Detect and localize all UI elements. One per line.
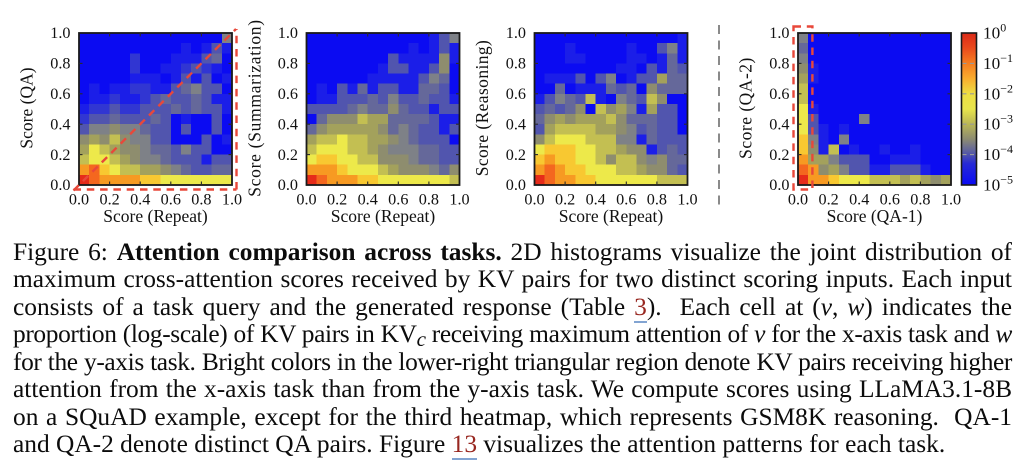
svg-text:0.8: 0.8 xyxy=(647,191,667,209)
svg-text:0.2: 0.2 xyxy=(327,191,347,209)
svg-text:0.4: 0.4 xyxy=(278,115,298,133)
svg-text:0.8: 0.8 xyxy=(910,191,930,209)
svg-text:0.6: 0.6 xyxy=(769,85,789,103)
svg-text:1.0: 1.0 xyxy=(677,191,697,209)
svg-text:0.2: 0.2 xyxy=(99,191,119,209)
svg-text:0.4: 0.4 xyxy=(130,191,150,209)
svg-text:1.0: 1.0 xyxy=(222,191,242,209)
svg-text:Score (Repeat): Score (Repeat) xyxy=(103,206,208,226)
svg-text:1.0: 1.0 xyxy=(449,191,469,209)
svg-text:10−4: 10−4 xyxy=(983,142,1013,164)
svg-text:Score (Reasoning): Score (Reasoning) xyxy=(472,40,492,177)
svg-text:1.0: 1.0 xyxy=(769,24,789,42)
svg-text:0.0: 0.0 xyxy=(296,191,316,209)
svg-text:0.4: 0.4 xyxy=(849,191,869,209)
svg-text:1.0: 1.0 xyxy=(50,24,70,42)
svg-text:0.0: 0.0 xyxy=(506,176,526,194)
svg-text:10−5: 10−5 xyxy=(983,173,1013,195)
svg-text:0.6: 0.6 xyxy=(880,191,900,209)
svg-text:0.4: 0.4 xyxy=(586,191,606,209)
svg-text:0.6: 0.6 xyxy=(50,85,70,103)
svg-text:0.8: 0.8 xyxy=(191,191,211,209)
svg-text:0.2: 0.2 xyxy=(555,191,575,209)
svg-text:0.6: 0.6 xyxy=(278,85,298,103)
svg-text:0.8: 0.8 xyxy=(278,55,298,73)
svg-text:1.0: 1.0 xyxy=(941,191,961,209)
svg-text:0.6: 0.6 xyxy=(616,191,636,209)
svg-text:0.0: 0.0 xyxy=(69,191,89,209)
svg-text:Score (QA-1): Score (QA-1) xyxy=(827,206,923,226)
svg-text:1.0: 1.0 xyxy=(506,24,526,42)
svg-text:Score (Repeat): Score (Repeat) xyxy=(559,206,664,226)
svg-text:0.2: 0.2 xyxy=(506,146,526,164)
svg-text:10−2: 10−2 xyxy=(983,81,1013,103)
svg-text:1.0: 1.0 xyxy=(278,24,298,42)
svg-text:0.2: 0.2 xyxy=(278,146,298,164)
svg-text:0.8: 0.8 xyxy=(506,55,526,73)
svg-text:0.0: 0.0 xyxy=(769,176,789,194)
svg-text:Score (Repeat): Score (Repeat) xyxy=(331,206,436,226)
svg-text:0.8: 0.8 xyxy=(50,55,70,73)
svg-text:Score (Summarization): Score (Summarization) xyxy=(245,19,265,197)
svg-text:0.0: 0.0 xyxy=(50,176,70,194)
svg-text:0.6: 0.6 xyxy=(161,191,181,209)
svg-text:0.6: 0.6 xyxy=(506,85,526,103)
svg-text:10−1: 10−1 xyxy=(983,51,1013,73)
svg-text:0.2: 0.2 xyxy=(818,191,838,209)
svg-text:0.0: 0.0 xyxy=(278,176,298,194)
svg-text:0.4: 0.4 xyxy=(358,191,378,209)
svg-text:Score (QA): Score (QA) xyxy=(17,67,37,148)
svg-text:0.4: 0.4 xyxy=(769,115,789,133)
svg-text:10−3: 10−3 xyxy=(983,112,1013,134)
svg-text:0.4: 0.4 xyxy=(506,115,526,133)
svg-text:Score (QA-2): Score (QA-2) xyxy=(736,57,756,159)
svg-text:0.8: 0.8 xyxy=(769,55,789,73)
svg-text:100: 100 xyxy=(983,21,1006,43)
svg-text:0.0: 0.0 xyxy=(788,191,808,209)
svg-text:0.6: 0.6 xyxy=(388,191,408,209)
svg-text:0.2: 0.2 xyxy=(769,146,789,164)
svg-text:0.0: 0.0 xyxy=(524,191,544,209)
svg-text:0.2: 0.2 xyxy=(50,146,70,164)
svg-text:0.8: 0.8 xyxy=(419,191,439,209)
svg-text:0.4: 0.4 xyxy=(50,115,70,133)
